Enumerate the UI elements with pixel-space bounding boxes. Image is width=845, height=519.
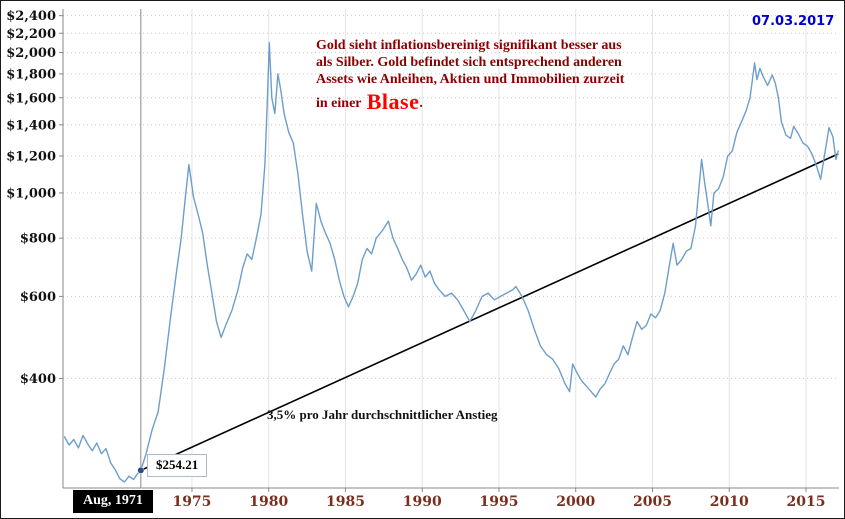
x-axis-tick-label: 1995 xyxy=(479,494,518,510)
x-axis-tick-label: 1980 xyxy=(249,494,288,510)
gold-price-line xyxy=(63,42,839,483)
start-price-callout: $254.21 xyxy=(147,454,208,477)
y-axis-tick-label: $800 xyxy=(20,232,56,247)
trendline-label: 3,5% pro Jahr durchschnittlicher Anstieg xyxy=(267,407,498,422)
start-marker-dot xyxy=(137,466,145,474)
y-axis-tick-label: $1,600 xyxy=(6,91,56,106)
y-axis-tick-label: $1,800 xyxy=(6,67,56,82)
annotation-line-2: als Silber. Gold befindet sich entsprech… xyxy=(316,55,622,70)
start-date-callout: Aug, 1971 xyxy=(73,490,153,513)
x-axis-tick-label: 1975 xyxy=(172,494,211,510)
blase-text: Blase xyxy=(366,89,420,114)
y-axis-tick-label: $2,200 xyxy=(6,27,56,42)
x-axis-tick-label: 2010 xyxy=(710,494,749,510)
y-axis-tick-label: $2,000 xyxy=(6,46,56,61)
y-axis-tick-label: $1,200 xyxy=(6,150,56,165)
y-axis-tick-label: $2,400 xyxy=(6,9,56,24)
x-axis-tick-label: 2000 xyxy=(556,494,595,510)
y-axis-tick-label: $600 xyxy=(20,290,56,305)
date-label: 07.03.2017 xyxy=(752,14,835,29)
annotation-line-1: Gold sieht inflationsbereinigt signifika… xyxy=(316,38,622,53)
blase-period: . xyxy=(419,96,423,111)
x-axis-tick-label: 1990 xyxy=(403,494,442,510)
x-axis-tick-label: 2015 xyxy=(787,494,826,510)
y-axis-tick-label: $1,000 xyxy=(6,186,56,201)
x-axis-tick-label: 1985 xyxy=(326,494,365,510)
annotation-paragraph: Gold sieht inflationsbereinigt signifika… xyxy=(316,37,686,113)
trend-line xyxy=(140,153,839,472)
y-axis-tick-label: $400 xyxy=(20,372,56,387)
y-axis-tick-label: $1,400 xyxy=(6,118,56,133)
annotation-line-3: Assets wie Anleihen, Aktien und Immobili… xyxy=(316,72,625,87)
annotation-line-4: in einer Blase. xyxy=(316,91,686,113)
annotation-line4-prefix: in einer xyxy=(316,96,365,111)
x-axis-tick-label: 2005 xyxy=(633,494,672,510)
